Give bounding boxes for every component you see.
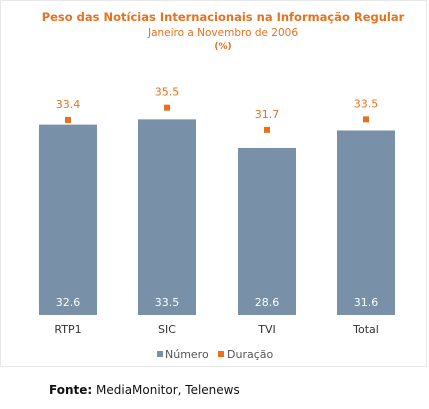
data-label-duracao-total: 33.5 <box>354 97 379 110</box>
data-label-duracao-rtp1: 33.4 <box>56 98 81 111</box>
legend-swatch-duracao <box>218 351 224 357</box>
data-label-numero-sic: 33.5 <box>155 296 180 309</box>
legend-swatch-numero <box>157 351 163 357</box>
bar-numero-tvi <box>238 147 296 315</box>
chart: Peso das Notícias Internacionais na Info… <box>39 10 405 361</box>
chart-unit: (%) <box>214 42 231 52</box>
chart-title: Peso das Notícias Internacionais na Info… <box>42 10 405 24</box>
data-label-numero-tvi: 28.6 <box>255 296 280 309</box>
category-label-total: Total <box>352 323 379 336</box>
source-note: Fonte: MediaMonitor, Telenews <box>49 383 240 397</box>
data-label-numero-total: 31.6 <box>354 296 379 309</box>
category-label-rtp1: RTP1 <box>54 323 81 336</box>
marker-duracao-tvi <box>264 126 270 133</box>
data-label-duracao-sic: 35.5 <box>155 86 180 99</box>
category-label-sic: SIC <box>158 323 176 336</box>
chart-subtitle: Janeiro a Novembro de 2006 <box>147 27 298 39</box>
source-text: MediaMonitor, Telenews <box>96 383 240 397</box>
category-label-tvi: TVI <box>257 323 276 336</box>
source-label: Fonte: <box>49 383 93 397</box>
data-label-duracao-tvi: 31.7 <box>255 108 280 121</box>
marker-duracao-sic <box>164 104 170 111</box>
legend-label-duracao: Duração <box>227 348 273 361</box>
marker-duracao-rtp1 <box>65 116 71 123</box>
data-label-numero-rtp1: 32.6 <box>56 296 81 309</box>
bar-numero-sic <box>138 119 196 315</box>
chart-frame <box>0 0 427 367</box>
marker-duracao-total <box>363 116 369 123</box>
bar-numero-rtp1 <box>39 124 97 315</box>
legend-label-numero: Número <box>165 348 209 361</box>
bar-numero-total <box>337 130 395 315</box>
